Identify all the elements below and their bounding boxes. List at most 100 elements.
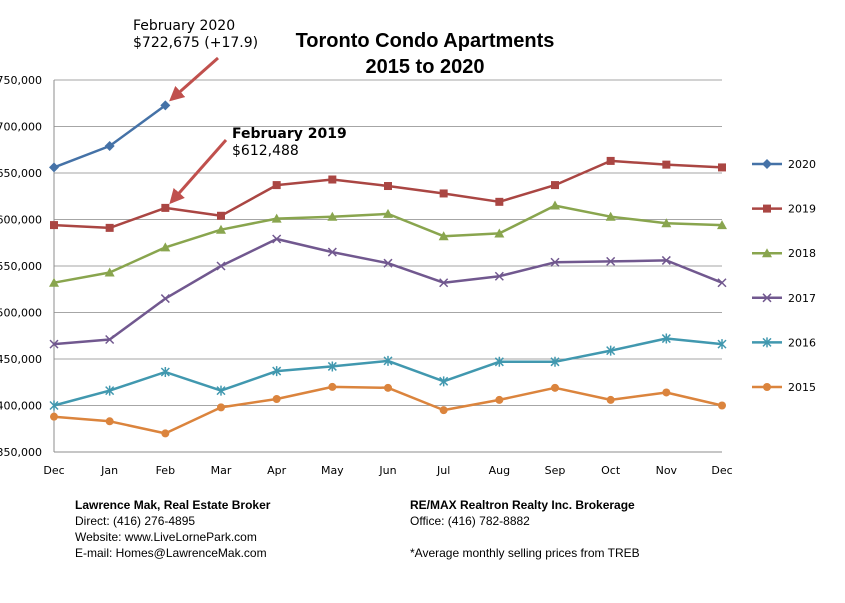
data-point-2016-Apr (272, 366, 282, 377)
data-point-2017-Jul (439, 278, 449, 288)
data-point-2016-Mar (216, 385, 226, 396)
data-point-2019-Jun (384, 182, 392, 191)
data-point-2016-Dec (49, 400, 59, 411)
data-point-2016-Sep (550, 356, 560, 367)
legend-label: 2020 (788, 158, 816, 171)
annotation-arrow (169, 56, 219, 102)
legend-marker (762, 293, 772, 303)
legend[interactable]: 2020 2019 2018 2017 2016 2015 (752, 158, 816, 394)
legend-item-2016[interactable]: 2016 (752, 336, 816, 349)
data-point-2019-Apr (272, 181, 281, 190)
series-layer (49, 100, 727, 438)
legend-label: 2018 (788, 247, 816, 260)
data-point-2015-Mar (217, 403, 225, 412)
data-point-2017-Oct (606, 256, 616, 266)
chart-subtitle: 2015 to 2020 (366, 56, 485, 78)
data-point-2018-Mar (216, 224, 226, 234)
data-point-2018-Jun (383, 208, 393, 218)
data-point-2017-Nov (661, 255, 671, 265)
data-point-2018-Jan (104, 267, 115, 277)
legend-label: 2016 (788, 336, 816, 349)
data-point-2017-Feb (160, 294, 170, 304)
legend-marker (762, 159, 772, 169)
series-2016 (49, 333, 727, 411)
legend-label: 2017 (788, 292, 816, 305)
x-tick-label: Feb (156, 464, 175, 477)
data-point-2015-Apr (272, 394, 281, 403)
y-tick-label: 350,000 (0, 446, 42, 459)
annotation-text: $722,675 (+17.9) (133, 35, 258, 51)
annotation-text: $612,488 (232, 143, 299, 159)
legend-item-2019[interactable]: 2019 (752, 203, 816, 216)
x-tick-label: Sep (545, 464, 566, 477)
x-tick-label: Dec (43, 464, 64, 477)
data-point-2019-Dec (50, 221, 58, 230)
brokerage-name: RE/MAX Realtron Realty Inc. Brokerage (410, 498, 635, 512)
data-point-2017-Aug (494, 271, 504, 281)
data-point-2018-Apr (271, 213, 282, 223)
data-point-2020-Jan (104, 141, 115, 152)
data-point-2018-Nov (661, 218, 672, 228)
brokerage-contact: RE/MAX Realtron Realty Inc. Brokerage Of… (410, 497, 635, 529)
data-point-2015-May (328, 382, 337, 391)
broker-email[interactable]: E-mail: Homes@LawrenceMak.com (75, 546, 267, 560)
annotation-2020: February 2020$722,675 (+17.9) (133, 18, 258, 102)
legend-marker (762, 337, 772, 348)
chart-title: Toronto Condo Apartments (296, 30, 555, 52)
data-point-2020-Dec (49, 162, 59, 173)
data-point-2019-Feb (161, 203, 170, 212)
data-point-2017-Sep (550, 257, 560, 267)
data-point-2016-Feb (160, 367, 170, 378)
y-tick-label: 750,000 (0, 74, 42, 87)
legend-item-2015[interactable]: 2015 (752, 381, 816, 394)
legend-item-2020[interactable]: 2020 (752, 158, 816, 171)
data-point-2018-Dec (717, 220, 727, 230)
data-point-2015-Jan (105, 417, 114, 426)
data-point-2019-May (328, 175, 337, 184)
x-tick-label: Dec (711, 464, 732, 477)
data-point-2020-Feb (160, 100, 171, 111)
legend-marker (763, 204, 771, 213)
data-point-2019-Oct (606, 156, 615, 165)
series-line-2020 (53, 104, 167, 169)
data-point-2015-Aug (495, 395, 504, 404)
data-point-2018-Jul (438, 231, 449, 241)
y-axis: 350,000 400,000 450,000 500,000 550,000 600,0… (0, 74, 42, 459)
data-point-2017-Dec (717, 278, 727, 288)
brokerage-phone: Office: (416) 782-8882 (410, 514, 530, 528)
data-point-2019-Jul (439, 189, 448, 198)
data-point-2018-Dec (49, 277, 59, 287)
x-tick-label: Jan (100, 464, 118, 477)
data-point-2018-Feb (160, 242, 171, 252)
series-line-2015 (53, 385, 723, 435)
x-tick-label: Nov (656, 464, 678, 477)
data-point-2019-Mar (217, 211, 225, 220)
x-tick-label: Apr (267, 464, 287, 477)
data-point-2015-Jun (384, 383, 392, 392)
legend-label: 2019 (788, 203, 816, 216)
data-point-2017-Jan (105, 334, 115, 345)
annotation-arrow (169, 139, 228, 205)
data-point-2017-Jun (383, 258, 393, 268)
y-tick-label: 650,000 (0, 167, 42, 180)
data-point-2015-Dec (50, 412, 58, 421)
broker-website[interactable]: Website: www.LiveLornePark.com (75, 530, 257, 544)
x-tick-label: Jul (436, 464, 450, 477)
data-point-2017-Dec (49, 339, 59, 349)
legend-item-2017[interactable]: 2017 (752, 292, 816, 305)
legend-item-2018[interactable]: 2018 (752, 247, 816, 260)
annotation-text: February 2020 (133, 18, 235, 34)
data-point-2019-Aug (495, 197, 504, 206)
annotation-2019: February 2019$612,488 (169, 126, 347, 205)
series-2020 (49, 100, 171, 173)
y-tick-label: 400,000 (0, 400, 42, 413)
data-point-2017-Apr (272, 234, 282, 244)
data-point-2019-Sep (551, 181, 559, 190)
data-point-2018-Sep (550, 200, 560, 210)
series-line-2016 (53, 337, 723, 407)
x-tick-label: Oct (601, 464, 621, 477)
x-tick-label: Jun (378, 464, 396, 477)
broker-contact: Lawrence Mak, Real Estate Broker Direct:… (75, 497, 270, 561)
data-point-2018-May (327, 211, 338, 221)
y-tick-label: 450,000 (0, 353, 42, 366)
